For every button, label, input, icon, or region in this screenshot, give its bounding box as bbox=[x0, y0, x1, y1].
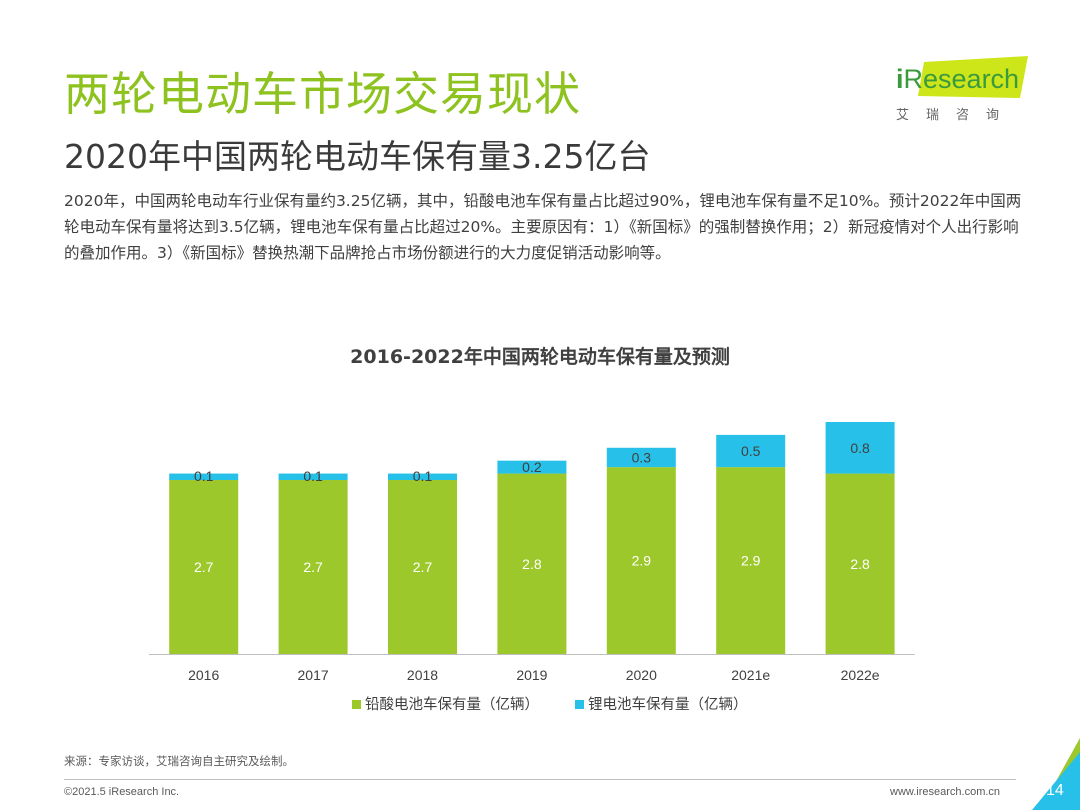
data-label-lithium-2020: 0.3 bbox=[632, 449, 652, 465]
x-tick-label-2017: 2017 bbox=[298, 667, 329, 683]
body-paragraph: 2020年，中国两轮电动车行业保有量约3.25亿辆，其中，铅酸电池车保有量占比超… bbox=[64, 192, 1022, 262]
data-label-lead-acid-2020: 2.9 bbox=[632, 553, 652, 569]
bar-lithium-2019 bbox=[497, 460, 567, 474]
bar-lead-acid-2021e bbox=[716, 467, 786, 654]
data-label-lead-acid-2021e: 2.9 bbox=[741, 553, 761, 569]
x-tick-label-2021e: 2021e bbox=[731, 667, 770, 683]
page-title: 两轮电动车市场交易现状 bbox=[64, 67, 581, 121]
legend-swatch-lithium bbox=[575, 700, 584, 709]
data-label-lead-acid-2018: 2.7 bbox=[413, 559, 433, 575]
data-label-lead-acid-2022e: 2.8 bbox=[850, 556, 870, 572]
logo-wordmark: iResearch bbox=[896, 64, 1020, 94]
bar-lead-acid-2017 bbox=[278, 480, 348, 654]
website-link[interactable]: www.iresearch.com.cn bbox=[890, 786, 1001, 798]
bar-lead-acid-2020 bbox=[606, 467, 676, 654]
data-label-lithium-2016: 0.1 bbox=[194, 468, 214, 484]
chart-title: 2016-2022年中国两轮电动车保有量及预测 bbox=[350, 346, 730, 368]
bar-lithium-2021e bbox=[716, 434, 786, 468]
bar-lithium-2022e bbox=[825, 422, 895, 474]
bar-lithium-2017 bbox=[278, 473, 348, 480]
page-subtitle: 2020年中国两轮电动车保有量3.25亿台 bbox=[64, 137, 651, 176]
data-label-lead-acid-2016: 2.7 bbox=[194, 559, 214, 575]
bar-lead-acid-2018 bbox=[388, 480, 457, 654]
page-number: 14 bbox=[1046, 782, 1064, 799]
bar-lithium-2018 bbox=[388, 473, 457, 480]
source-note: 来源：专家访谈，艾瑞咨询自主研究及绘制。 bbox=[64, 754, 294, 768]
data-label-lead-acid-2017: 2.7 bbox=[303, 559, 323, 575]
x-tick-label-2016: 2016 bbox=[188, 667, 219, 683]
stacked-bar-chart: 2.7 0.1 2016 2.7 0.1 2017 2.7 0.1 2018 2.8 0.2 2019… bbox=[149, 422, 915, 713]
data-label-lithium-2017: 0.1 bbox=[303, 468, 323, 484]
data-label-lithium-2021e: 0.5 bbox=[741, 443, 761, 459]
iresearch-logo: iResearch 艾瑞咨询 bbox=[892, 56, 1032, 126]
data-label-lead-acid-2019: 2.8 bbox=[522, 556, 542, 572]
x-tick-label-2020: 2020 bbox=[626, 667, 657, 683]
legend-label-lithium: 锂电池车保有量（亿辆） bbox=[588, 696, 748, 713]
x-tick-label-2019: 2019 bbox=[516, 667, 547, 683]
bar-lithium-2016 bbox=[169, 473, 239, 480]
data-label-lithium-2019: 0.2 bbox=[522, 459, 542, 475]
data-label-lithium-2018: 0.1 bbox=[413, 468, 433, 484]
bar-lithium-2020 bbox=[606, 447, 676, 468]
data-label-lithium-2022e: 0.8 bbox=[850, 440, 870, 456]
bar-lead-acid-2019 bbox=[497, 473, 567, 654]
copyright-text: ©2021.5 iResearch Inc. bbox=[64, 786, 180, 798]
logo-subtitle: 艾瑞咨询 bbox=[896, 108, 1017, 123]
x-tick-label-2022e: 2022e bbox=[841, 667, 880, 683]
legend-label-lead-acid: 铅酸电池车保有量（亿辆） bbox=[365, 696, 539, 713]
footer-divider bbox=[64, 779, 1016, 780]
x-tick-label-2018: 2018 bbox=[407, 667, 438, 683]
bar-lead-acid-2022e bbox=[825, 473, 895, 654]
bar-lead-acid-2016 bbox=[169, 480, 239, 654]
legend-swatch-lead-acid bbox=[352, 700, 361, 709]
logo-banner-shape bbox=[918, 56, 1028, 98]
